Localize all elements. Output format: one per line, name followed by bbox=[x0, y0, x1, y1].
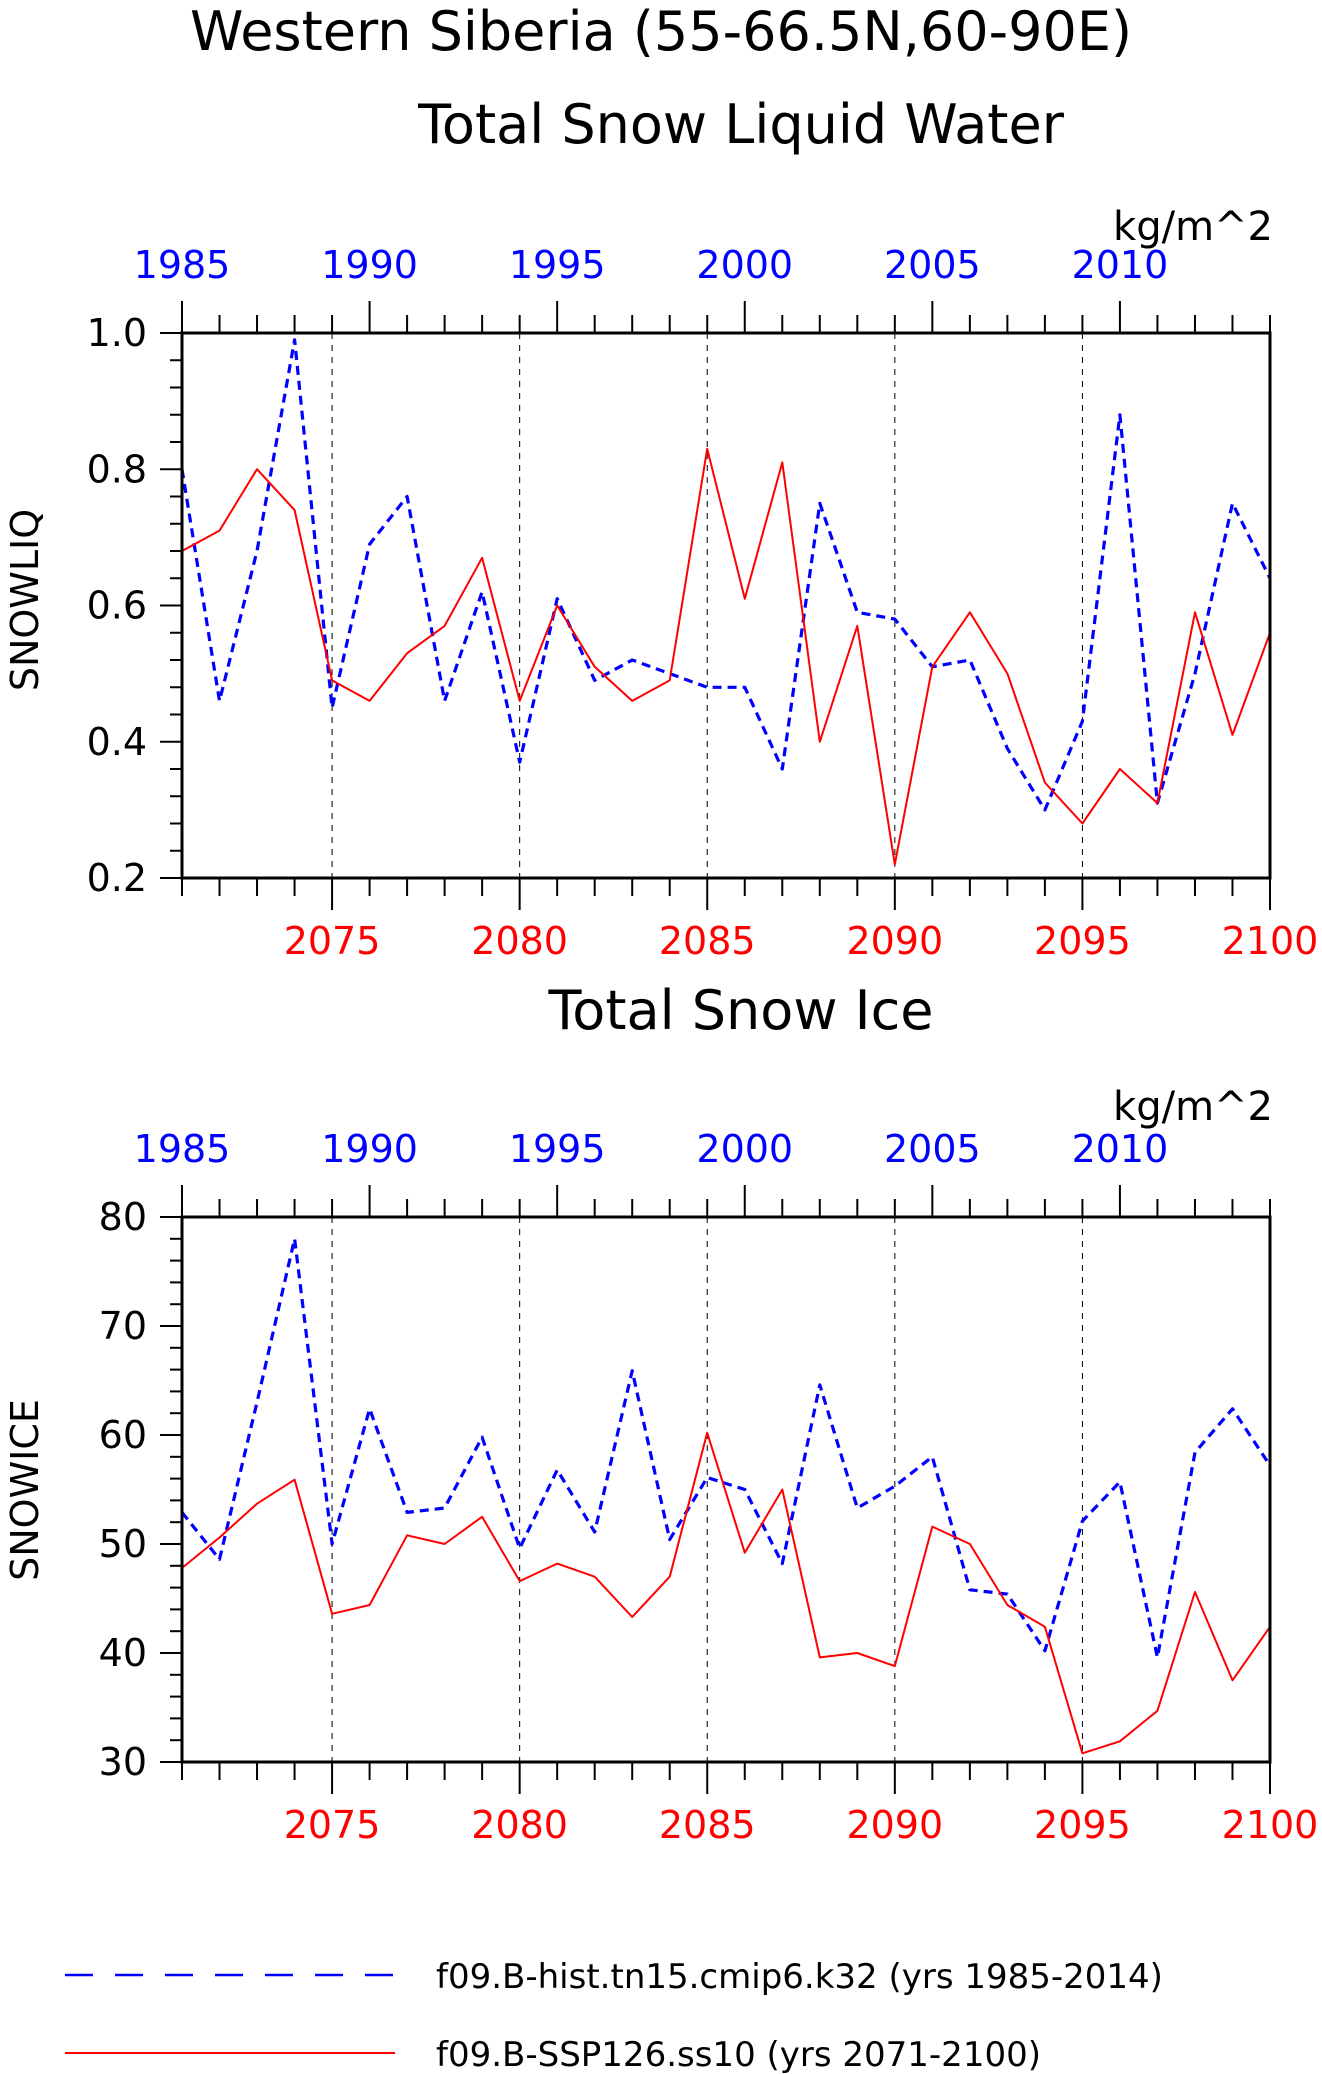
snowliq-ssp-series-line bbox=[181, 447, 1271, 866]
snowliq-bottom-tick-label: 2080 bbox=[471, 919, 568, 963]
snowliq-bottom-tick-label: 2095 bbox=[1034, 919, 1131, 963]
snowice-top-tick-label: 1990 bbox=[321, 1127, 418, 1171]
snowice-ylabel: SNOWICE bbox=[3, 1399, 47, 1581]
snowice-bottom-tick-label: 2085 bbox=[659, 1803, 756, 1847]
snowice-y-tick-label: 70 bbox=[99, 1304, 147, 1348]
snowice-ssp-series-line bbox=[181, 1431, 1271, 1755]
snowliq-y-tick-label: 0.2 bbox=[87, 856, 147, 900]
snowliq-top-tick-label: 2010 bbox=[1072, 243, 1169, 287]
snowliq-bottom-tick-label: 2090 bbox=[846, 919, 943, 963]
snowice-bottom-tick-label: 2090 bbox=[846, 1803, 943, 1847]
panel2-title: Total Snow Ice bbox=[548, 979, 934, 1042]
snowliq-plot-frame bbox=[180, 331, 1272, 880]
snowliq-ylabel: SNOWLIQ bbox=[3, 509, 47, 691]
snowice-top-tick-label: 2010 bbox=[1072, 1127, 1169, 1171]
figure-title-line2: Total Snow Liquid Water bbox=[417, 93, 1065, 156]
snowice-panel: kg/m^2 SNOWICE 2075 2080 2085 2090 2095 2100 1… bbox=[3, 1084, 1318, 1847]
snowice-top-tick-label: 1995 bbox=[509, 1127, 606, 1171]
snowliq-bottom-tick-label: 2085 bbox=[659, 919, 756, 963]
snowliq-y-tick-label: 0.8 bbox=[87, 447, 147, 491]
snowliq-y-tick-label: 0.6 bbox=[87, 584, 147, 628]
snowliq-top-tick-label: 1995 bbox=[509, 243, 606, 287]
snowice-hist-series-line bbox=[180, 1237, 1272, 1660]
snowice-top-tick-label: 2000 bbox=[696, 1127, 793, 1171]
snowice-y-tick-label: 50 bbox=[99, 1522, 147, 1566]
snowice-y-tick-label: 30 bbox=[99, 1740, 147, 1784]
snowliq-top-tick-label: 2005 bbox=[884, 243, 981, 287]
snowice-units: kg/m^2 bbox=[1113, 1084, 1273, 1130]
snowice-top-tick-label: 2005 bbox=[884, 1127, 981, 1171]
snowice-bottom-tick-label: 2075 bbox=[284, 1803, 381, 1847]
snowliq-top-tick-label: 1985 bbox=[134, 243, 231, 287]
snowice-bottom-tick-label: 2100 bbox=[1222, 1803, 1319, 1847]
legend: f09.B-hist.tn15.cmip6.k32 (yrs 1985-2014… bbox=[65, 1957, 1163, 2074]
figure-title-line1: Western Siberia (55-66.5N,60-90E) bbox=[190, 0, 1132, 63]
snowliq-top-tick-label: 2000 bbox=[696, 243, 793, 287]
snowliq-units: kg/m^2 bbox=[1113, 204, 1273, 250]
snowliq-y-tick-label: 0.4 bbox=[87, 720, 147, 764]
snowliq-hist-series-line bbox=[180, 338, 1272, 812]
snowice-y-tick-label: 60 bbox=[99, 1413, 147, 1457]
snowliq-top-tick-label: 1990 bbox=[321, 243, 418, 287]
legend-hist-label: f09.B-hist.tn15.cmip6.k32 (yrs 1985-2014… bbox=[436, 1957, 1163, 1997]
snowice-top-tick-label: 1985 bbox=[134, 1127, 231, 1171]
snowliq-y-tick-label: 1.0 bbox=[87, 311, 147, 355]
snowliq-bottom-tick-label: 2075 bbox=[284, 919, 381, 963]
snowice-y-tick-label: 80 bbox=[99, 1195, 147, 1239]
legend-ssp-label: f09.B-SSP126.ss10 (yrs 2071-2100) bbox=[436, 2035, 1041, 2074]
snowice-bottom-tick-label: 2080 bbox=[471, 1803, 568, 1847]
snowliq-bottom-tick-label: 2100 bbox=[1222, 919, 1319, 963]
snowice-plot-frame bbox=[180, 1215, 1272, 1764]
snowice-bottom-tick-label: 2095 bbox=[1034, 1803, 1131, 1847]
snowice-y-tick-label: 40 bbox=[99, 1631, 147, 1675]
snowliq-panel: kg/m^2 SNOWLIQ 2075 2080 2085 2090 2095 2100 1… bbox=[3, 204, 1318, 963]
